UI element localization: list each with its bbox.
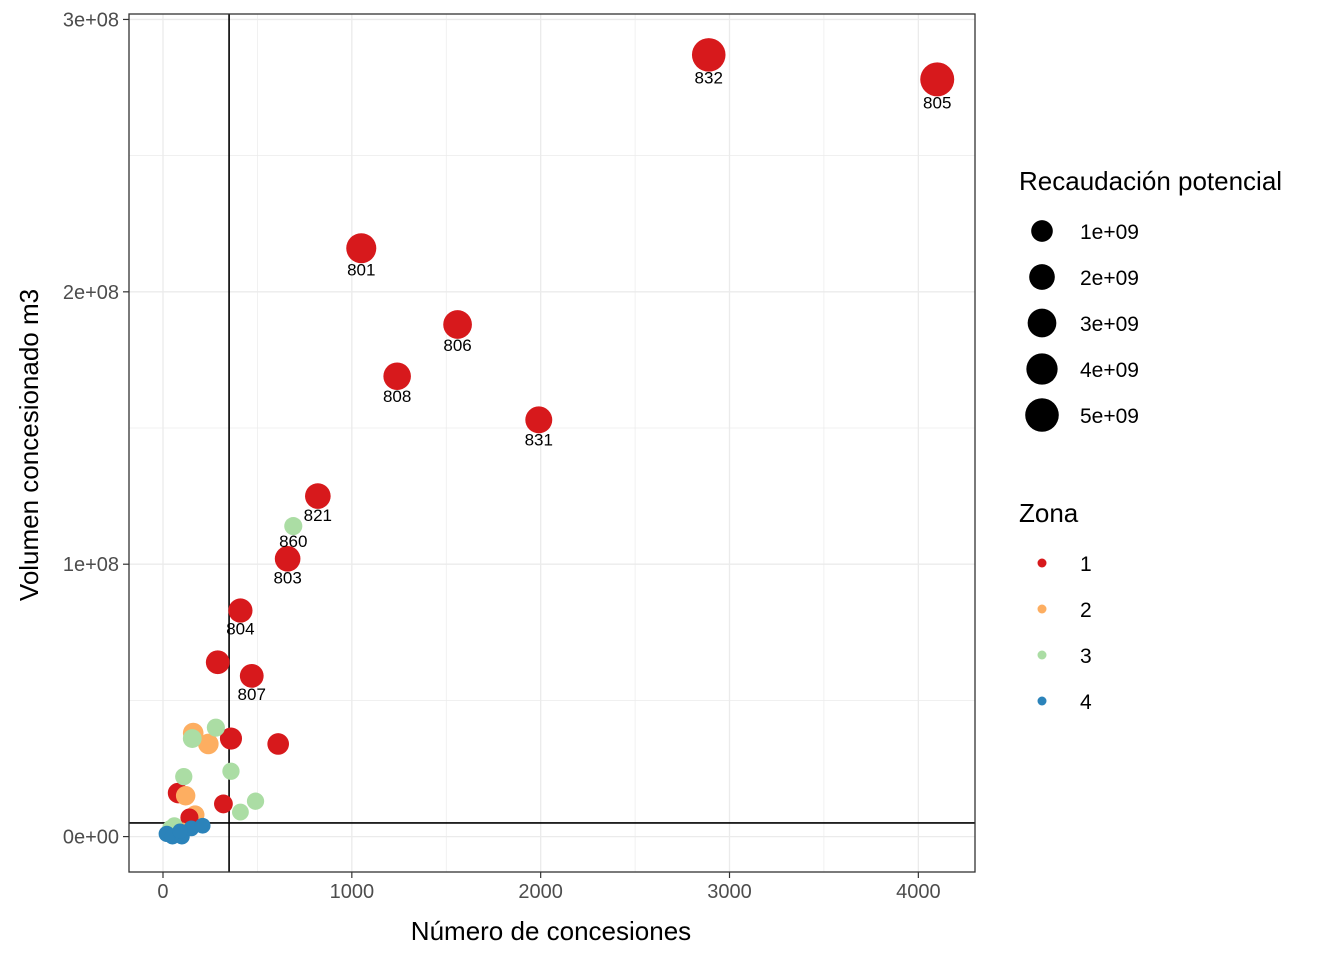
point-zona-3	[206, 718, 225, 737]
legend-size-key	[1027, 308, 1057, 338]
point-zona-1	[219, 727, 243, 750]
point-zona-1	[267, 733, 290, 755]
point-label-806: 806	[443, 336, 471, 355]
point-label-803: 803	[273, 569, 301, 588]
point-label-821: 821	[304, 506, 332, 525]
legend-size-label: 5e+09	[1080, 405, 1139, 428]
point-zona-1	[214, 794, 233, 814]
legend-color-key	[1037, 604, 1047, 614]
y-tick-label: 1e+08	[63, 554, 119, 576]
point-zona-1	[443, 310, 472, 339]
point-label-807: 807	[238, 685, 266, 704]
point-zona-1	[205, 650, 230, 675]
legend-recaudacion: Recaudación potencial 1e+09 2e+09 3e+09 4e+…	[1019, 166, 1282, 432]
point-zona-1	[228, 598, 253, 623]
point-label-801: 801	[347, 260, 375, 279]
legend-color-label: 1	[1080, 553, 1092, 576]
legend-color-label: 4	[1080, 691, 1092, 714]
point-label-831: 831	[525, 430, 553, 449]
legend-color-label: 3	[1080, 645, 1092, 668]
y-tick-label: 2e+08	[63, 282, 119, 304]
plot-panel-border	[128, 13, 976, 873]
point-zona-4	[194, 817, 211, 834]
x-axis: 0 1000 2000 3000 4000	[157, 872, 941, 903]
point-zona-3	[175, 768, 193, 786]
legend-color-label: 2	[1080, 599, 1092, 622]
legend-size-label: 3e+09	[1080, 313, 1139, 336]
point-label-805: 805	[923, 93, 951, 112]
point-label-808: 808	[383, 387, 411, 406]
grid	[129, 14, 975, 872]
legend-size-label: 2e+09	[1080, 267, 1139, 290]
legend-size-key	[1029, 264, 1055, 290]
y-axis-title: Volumen concesionado m3	[14, 289, 44, 601]
legend-size-title: Recaudación potencial	[1019, 166, 1282, 196]
legend-size-key	[1031, 220, 1053, 242]
point-zona-1	[920, 62, 955, 97]
legend-color-key	[1037, 558, 1047, 568]
point-label-804: 804	[226, 620, 254, 639]
point-zona-1	[305, 483, 331, 509]
point-label-832: 832	[695, 69, 723, 88]
y-tick-label: 0e+00	[63, 827, 119, 849]
point-zona-1	[691, 38, 726, 72]
point-zona-3	[182, 729, 202, 748]
point-zona-2	[197, 733, 219, 755]
point-zona-1	[525, 406, 553, 434]
point-zona-3	[222, 762, 240, 780]
x-tick-label: 1000	[330, 881, 375, 903]
legend-size-label: 4e+09	[1080, 359, 1139, 382]
x-tick-label: 3000	[707, 881, 752, 903]
point-zona-3	[284, 517, 303, 536]
legend-size-key	[1025, 398, 1059, 432]
point-zona-4	[172, 823, 188, 839]
legend-color-key	[1037, 696, 1047, 706]
data-points	[158, 38, 955, 845]
y-tick-label: 3e+08	[63, 9, 119, 31]
y-axis: 0e+00 1e+08 2e+08 3e+08	[63, 9, 129, 849]
point-zona-1	[383, 362, 411, 391]
point-zona-1	[346, 233, 377, 264]
point-labels: 832 805 801 806 808 831 821 860 803 804 807	[226, 69, 951, 704]
legend-color-key	[1037, 650, 1047, 660]
point-zona-1	[239, 663, 264, 688]
x-tick-label: 2000	[518, 881, 563, 903]
x-tick-label: 0	[157, 881, 168, 903]
legend-size-label: 1e+09	[1080, 221, 1139, 244]
point-zona-1	[274, 545, 301, 572]
point-zona-2	[175, 785, 196, 806]
point-zona-3	[232, 803, 249, 821]
legend-color-title: Zona	[1019, 498, 1079, 528]
legend-size-key	[1026, 353, 1058, 385]
legend-zona: Zona 1 2 3 4	[1019, 498, 1092, 714]
x-axis-title: Número de concesiones	[411, 916, 691, 946]
point-zona-3	[246, 792, 265, 810]
point-label-860: 860	[279, 532, 307, 551]
x-tick-label: 4000	[896, 881, 941, 903]
